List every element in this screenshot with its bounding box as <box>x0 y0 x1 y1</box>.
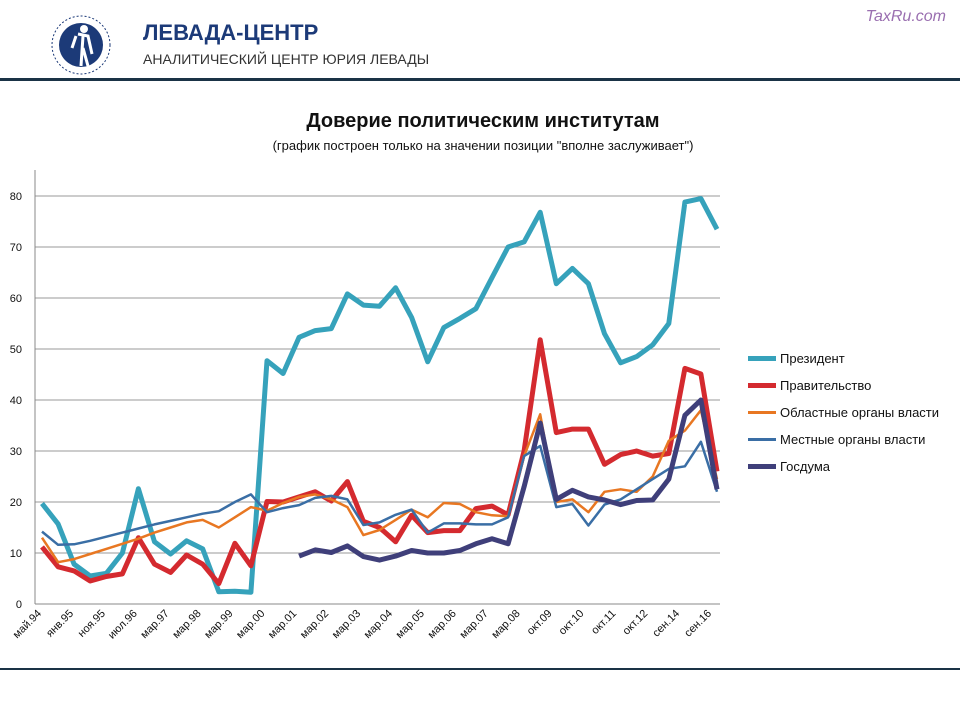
y-tick-label: 60 <box>10 293 22 305</box>
legend-label: Местные органы власти <box>780 432 926 447</box>
series-line-0 <box>40 196 720 595</box>
legend-item: Президент <box>748 345 939 372</box>
y-tick-label: 70 <box>10 242 22 254</box>
y-tick-label: 10 <box>10 548 22 560</box>
x-tick-label: мар.04 <box>362 608 395 641</box>
x-tick-label: июл.96 <box>106 608 140 642</box>
x-tick-label: окт.09 <box>525 608 555 638</box>
y-tick-label: 30 <box>10 446 22 458</box>
y-tick-label: 50 <box>10 344 22 356</box>
chart-title: Доверие политическим институтам <box>306 110 660 132</box>
legend-swatch <box>748 356 776 361</box>
legend-label: Правительство <box>780 378 872 393</box>
legend-label: Госдума <box>780 459 831 474</box>
series-line-2 <box>40 408 719 564</box>
x-tick-label: мар.03 <box>330 608 363 641</box>
legend: Президент Правительство Областные органы в… <box>748 345 939 480</box>
legend-swatch <box>748 383 776 388</box>
y-tick-label: 40 <box>10 395 22 407</box>
y-tick-label: 20 <box>10 497 22 509</box>
x-tick-label: окт.10 <box>557 608 587 638</box>
legend-swatch <box>748 438 776 441</box>
legend-label: Областные органы власти <box>780 405 940 420</box>
legend-item: Местные органы власти <box>748 426 939 453</box>
series-line-1 <box>40 337 720 587</box>
x-tick-label: мар.00 <box>234 608 267 641</box>
legend-label: Президент <box>780 351 845 366</box>
legend-item: Областные органы власти <box>748 399 939 426</box>
x-tick-label: янв.95 <box>44 608 76 640</box>
y-tick-label: 0 <box>16 599 22 611</box>
x-tick-label: мар.97 <box>138 608 171 641</box>
levada-logo <box>51 15 111 75</box>
x-tick-label: мар.02 <box>298 608 331 641</box>
y-tick-label: 80 <box>10 191 22 203</box>
brand-name: ЛЕВАДА-ЦЕНТР <box>143 20 319 45</box>
watermark: TaxRu.com <box>865 8 946 25</box>
x-tick-label: мар.01 <box>266 608 299 641</box>
x-tick-label: мар.05 <box>394 608 427 641</box>
x-tick-label: окт.12 <box>620 608 650 638</box>
x-tick-label: окт.11 <box>589 608 618 637</box>
legend-swatch <box>748 411 776 414</box>
x-tick-label: сен.14 <box>650 608 682 640</box>
header: ЛЕВАДА-ЦЕНТР АНАЛИТИЧЕСКИЙ ЦЕНТР ЮРИЯ ЛЕ… <box>0 0 960 80</box>
brand-subtitle: АНАЛИТИЧЕСКИЙ ЦЕНТР ЮРИЯ ЛЕВАДЫ <box>143 51 430 67</box>
x-tick-label: мар.06 <box>426 608 459 641</box>
x-tick-label: сен.16 <box>682 608 714 640</box>
x-tick-label: мар.98 <box>170 608 203 641</box>
legend-swatch <box>748 464 776 469</box>
chart-subtitle: (график построен только на значении пози… <box>272 138 694 153</box>
x-tick-label: май.94 <box>11 608 44 641</box>
legend-item: Госдума <box>748 453 939 480</box>
x-tick-label: ноя.95 <box>76 608 108 640</box>
series-line-4 <box>298 397 720 563</box>
footer-divider <box>0 668 960 670</box>
series-line-3 <box>41 440 719 547</box>
header-divider <box>0 78 960 81</box>
legend-item: Правительство <box>748 372 939 399</box>
x-tick-label: мар.08 <box>489 608 522 641</box>
x-tick-label: мар.99 <box>202 608 235 641</box>
x-tick-label: мар.07 <box>457 608 490 641</box>
